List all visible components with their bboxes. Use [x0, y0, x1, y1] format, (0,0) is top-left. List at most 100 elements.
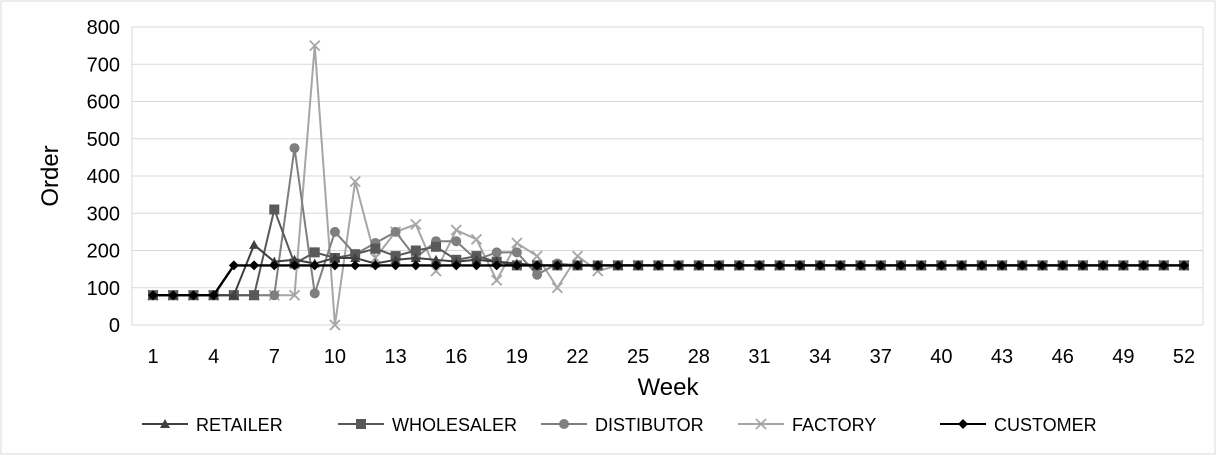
- x-tick-label: 4: [208, 346, 219, 368]
- data-point: [370, 243, 381, 254]
- data-point: [1077, 260, 1088, 271]
- data-point: [309, 39, 321, 52]
- data-point: [855, 260, 866, 271]
- x-tick-label: 10: [324, 346, 346, 368]
- data-point: [956, 260, 967, 271]
- data-point: [451, 236, 462, 247]
- data-point: [349, 175, 361, 188]
- data-point: [734, 260, 745, 271]
- x-marker-stroke: [531, 250, 543, 262]
- y-axis-title: Order: [37, 145, 64, 206]
- x-marker-stroke: [511, 237, 523, 249]
- y-tick-label: 0: [109, 315, 120, 337]
- data-point: [1037, 260, 1048, 271]
- data-point: [936, 260, 947, 271]
- data-point: [451, 260, 462, 271]
- data-point: [572, 260, 583, 271]
- data-point: [511, 237, 523, 249]
- x-marker-stroke: [430, 265, 442, 277]
- data-point: [976, 260, 987, 271]
- data-point: [471, 254, 482, 264]
- x-tick-label: 28: [688, 346, 710, 368]
- data-point: [249, 290, 260, 301]
- data-point: [875, 260, 886, 271]
- data-point: [511, 247, 522, 258]
- legend-label: DISTIBUTOR: [595, 415, 704, 435]
- legend-item-distibutor: DISTIBUTOR: [541, 415, 704, 435]
- legend: RETAILER WHOLESALER DISTIBUTOR FACTORY CUSTO…: [142, 415, 1097, 435]
- data-point: [309, 260, 320, 271]
- x-marker-stroke: [309, 39, 321, 52]
- data-point: [531, 250, 543, 262]
- x-marker-stroke: [491, 274, 503, 286]
- data-point: [289, 143, 300, 154]
- data-point: [309, 288, 320, 299]
- data-point: [168, 290, 179, 301]
- legend-label: WHOLESALER: [392, 415, 517, 435]
- data-point: [653, 260, 664, 271]
- data-point: [148, 290, 158, 301]
- x-tick-label: 43: [991, 346, 1013, 368]
- data-point: [693, 260, 704, 271]
- x-tick-label: 40: [930, 346, 952, 368]
- data-point: [471, 260, 482, 271]
- data-point: [551, 282, 563, 294]
- y-tick-label: 200: [87, 241, 120, 263]
- x-marker-stroke: [349, 175, 361, 188]
- data-point: [410, 218, 422, 231]
- x-marker-stroke: [410, 218, 422, 231]
- data-point: [774, 260, 785, 271]
- x-marker-stroke: [369, 252, 382, 264]
- data-point: [350, 260, 361, 271]
- data-point: [228, 290, 239, 300]
- data-point: [289, 254, 300, 264]
- data-point: [430, 265, 442, 277]
- x-marker-stroke: [329, 319, 341, 331]
- data-point: [288, 289, 301, 301]
- data-point: [431, 254, 442, 264]
- data-point: [249, 260, 260, 271]
- legend-item-customer: CUSTOMER: [940, 415, 1097, 435]
- data-point: [370, 260, 381, 271]
- data-point: [532, 260, 543, 271]
- data-point: [390, 254, 401, 264]
- data-point: [633, 260, 644, 271]
- data-point: [269, 204, 280, 215]
- legend-label: RETAILER: [196, 415, 283, 435]
- data-point: [754, 260, 765, 271]
- data-point: [1138, 260, 1149, 271]
- data-point: [470, 233, 483, 245]
- x-marker-stroke: [571, 250, 584, 262]
- data-point: [1158, 260, 1169, 271]
- x-tick-label: 34: [809, 346, 831, 368]
- x-tick-label: 25: [627, 346, 649, 368]
- x-tick-label: 19: [506, 346, 528, 368]
- data-point: [559, 419, 569, 429]
- y-tick-label: 700: [87, 54, 120, 76]
- data-point: [592, 260, 603, 271]
- data-point: [329, 319, 341, 331]
- data-point: [160, 419, 170, 428]
- y-tick-label: 100: [87, 278, 120, 300]
- x-tick-label: 13: [384, 346, 406, 368]
- data-point: [612, 260, 623, 271]
- x-tick-label: 46: [1052, 346, 1074, 368]
- y-tick-label: 400: [87, 166, 120, 188]
- data-point: [755, 418, 767, 430]
- data-point: [188, 290, 199, 301]
- data-point: [390, 226, 401, 237]
- x-tick-label: 37: [870, 346, 892, 368]
- data-point: [794, 260, 805, 271]
- x-tick-label: 31: [748, 346, 770, 368]
- x-tick-label: 16: [445, 346, 467, 368]
- legend-item-retailer: RETAILER: [142, 415, 283, 435]
- x-tick-label: 7: [269, 346, 280, 368]
- data-point: [571, 250, 584, 262]
- data-point: [329, 260, 340, 271]
- legend-label: FACTORY: [792, 415, 876, 435]
- data-point: [329, 252, 340, 262]
- x-tick-label: 1: [147, 346, 158, 368]
- x-marker-stroke: [288, 289, 301, 301]
